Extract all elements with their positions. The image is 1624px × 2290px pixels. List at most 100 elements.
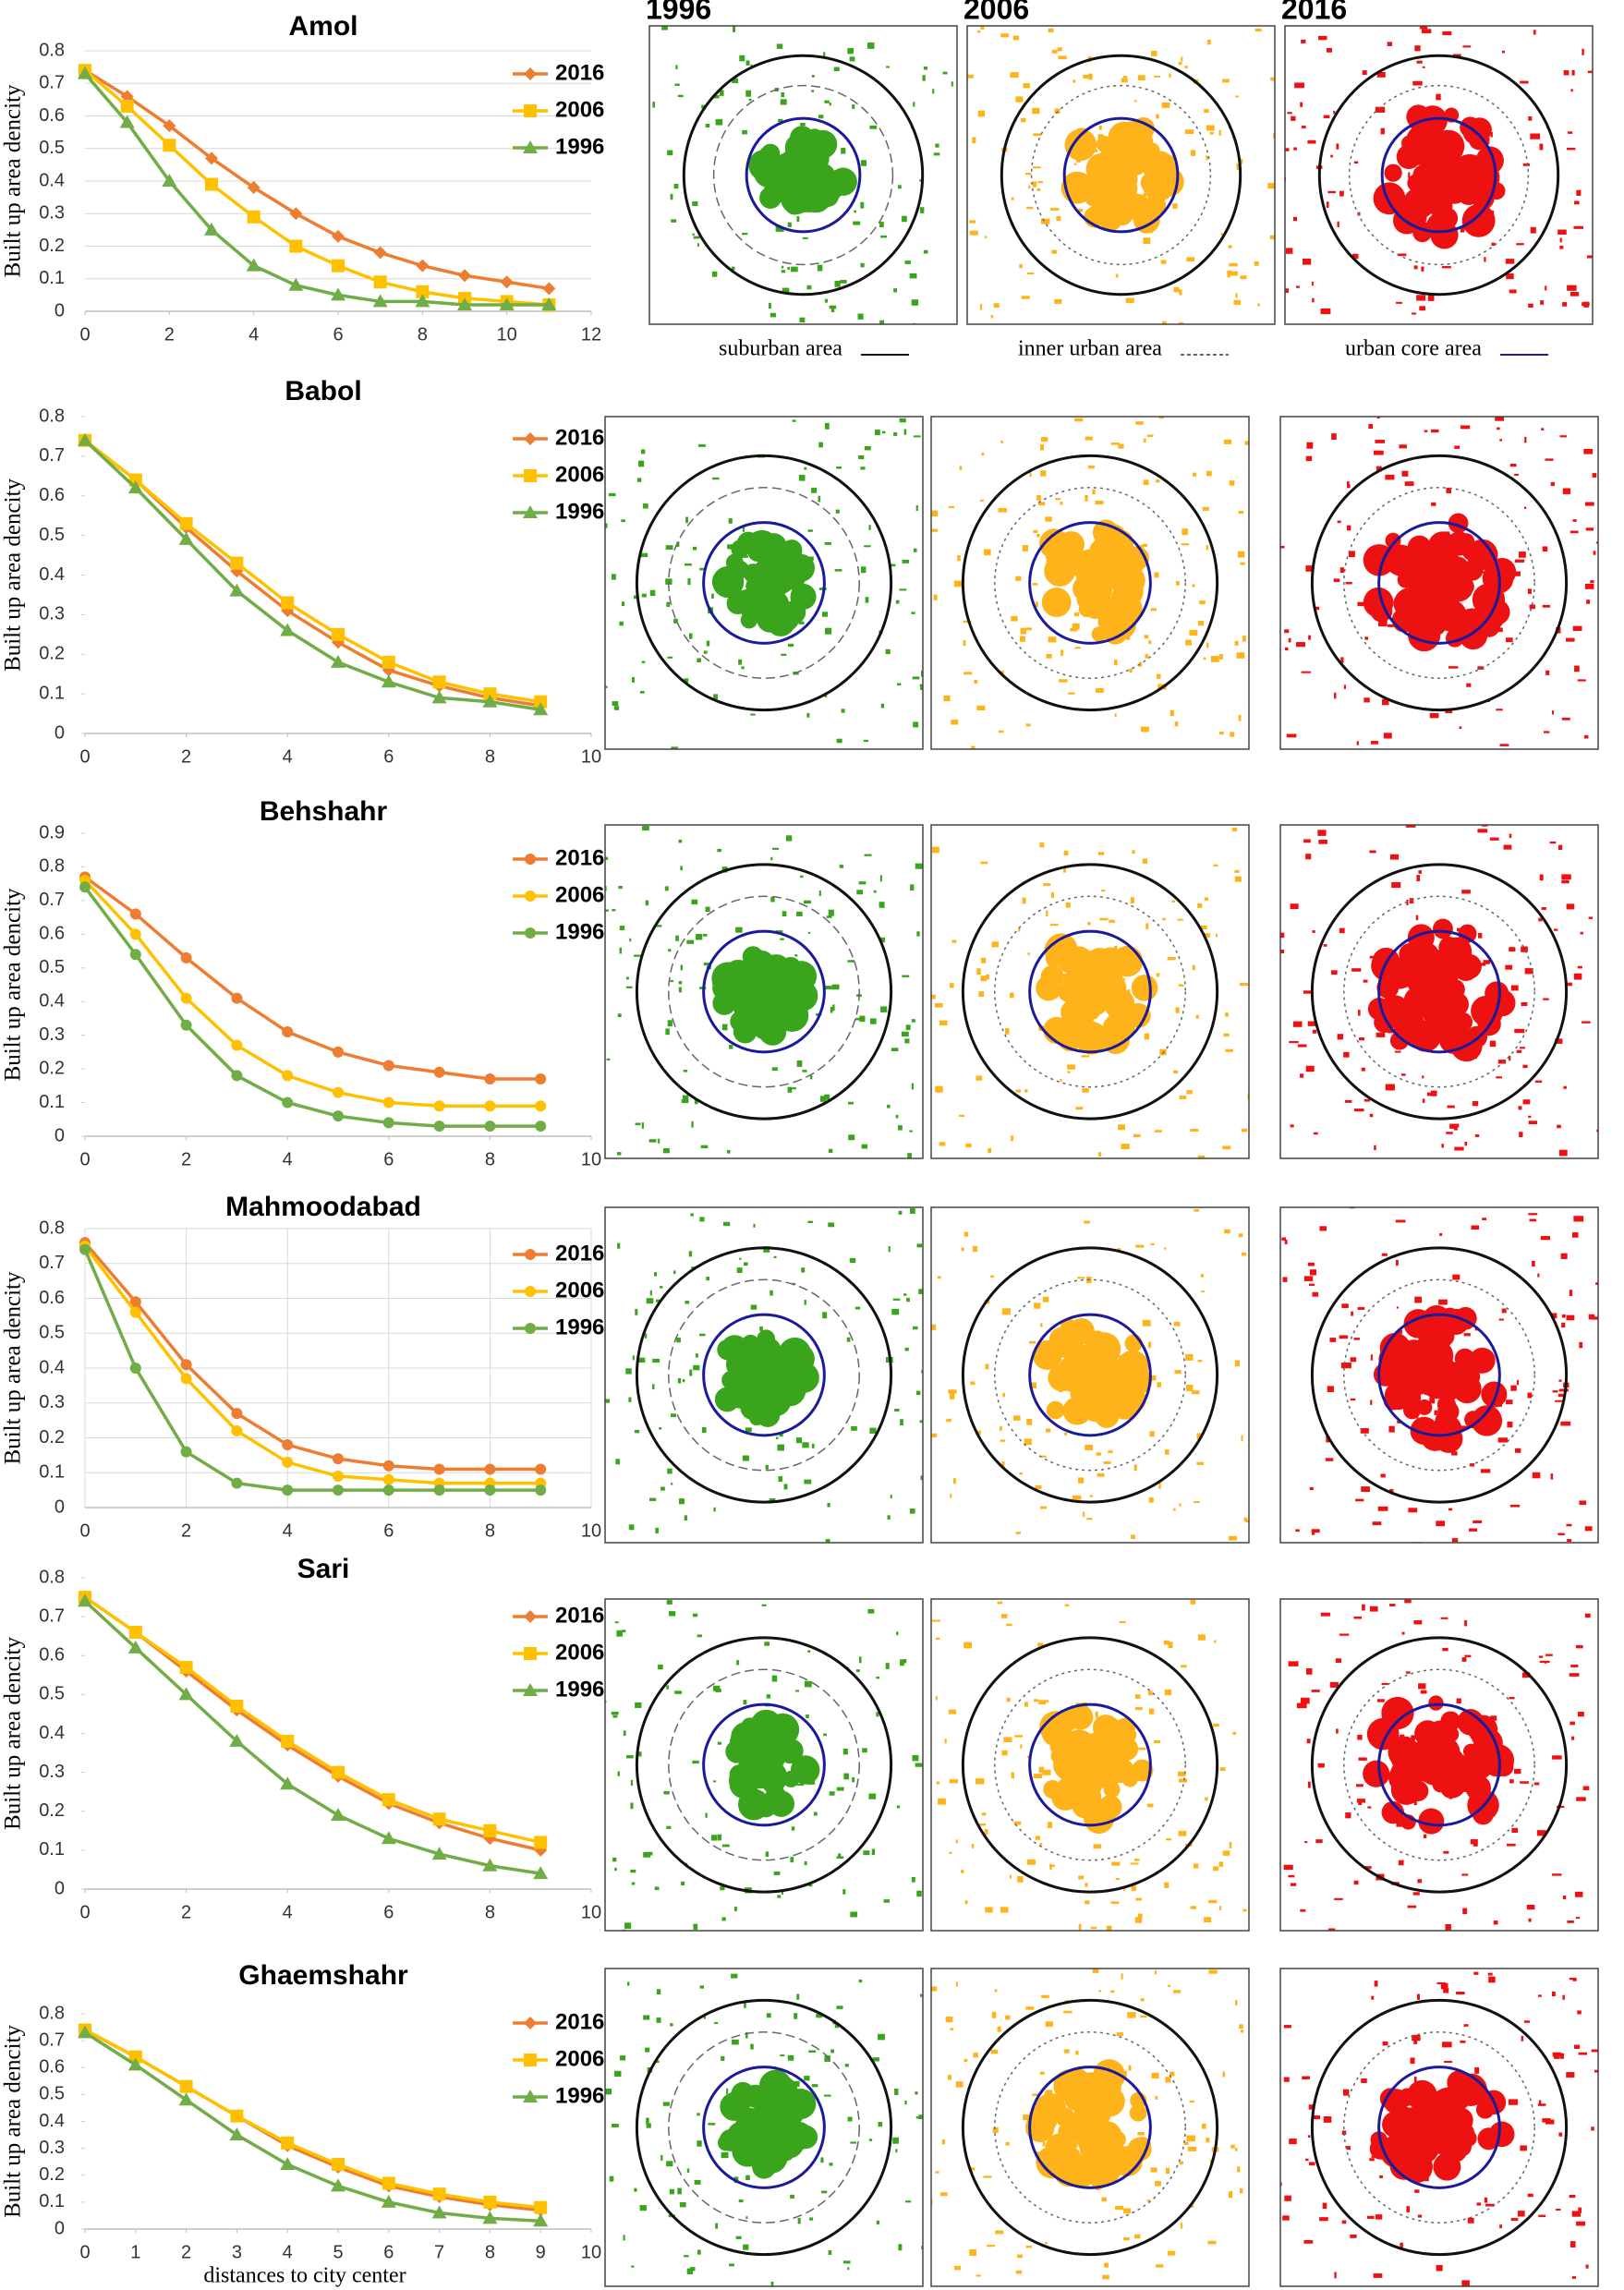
map-pixel (643, 2015, 649, 2019)
map-pixel (1528, 116, 1532, 121)
map-pixel (1251, 918, 1259, 923)
map-pixel (1593, 473, 1597, 478)
map-pixel (1276, 500, 1279, 503)
map-content (549, 1566, 979, 1991)
x-tick-label: 7 (434, 2242, 444, 2262)
map-pixel (1417, 1938, 1421, 1942)
y-tick-label: 0 (55, 2218, 65, 2238)
series-line (85, 441, 540, 702)
map-pixel (943, 696, 950, 701)
map-pixel (1606, 1637, 1611, 1641)
map-pixel (1582, 1021, 1591, 1023)
map-pixel (1065, 1605, 1069, 1607)
map-pixel (729, 518, 733, 524)
y-axis-title: Built up area dencity (1, 2025, 26, 2218)
map-pixel (1482, 822, 1488, 827)
map-core (740, 1364, 770, 1394)
map-pixel (674, 84, 679, 86)
map-pixel (910, 1208, 915, 1214)
marker (374, 247, 387, 260)
map-core (1116, 178, 1133, 196)
map-pixel (845, 2064, 849, 2066)
map-pixel (999, 731, 1004, 733)
marker (525, 1323, 536, 1334)
map-pixel (1083, 1512, 1085, 1518)
map-content (876, 1549, 1318, 1986)
map-pixel (980, 304, 982, 310)
map-pixel (681, 1882, 685, 1885)
map-pixel (1010, 992, 1014, 998)
marker (79, 881, 91, 892)
map-pixel (643, 503, 648, 508)
map-pixel (906, 1024, 911, 1030)
map-pixel (946, 1419, 951, 1422)
map-pixel (1542, 2118, 1550, 2123)
map-pixel (818, 442, 823, 448)
map-pixel (771, 2282, 774, 2288)
map-pixel (1594, 551, 1596, 554)
map-pixel (1484, 257, 1485, 261)
y-tick-label: 0.3 (39, 604, 65, 624)
map-pixel (1263, 681, 1269, 685)
map-pixel (1304, 1841, 1307, 1843)
map-pixel (1572, 2276, 1576, 2279)
map-pixel (1562, 1995, 1564, 2000)
map-pixel (1028, 952, 1030, 955)
x-tick-label: 4 (248, 324, 259, 345)
map-pixel (938, 1799, 946, 1805)
map-pixel (1529, 1919, 1532, 1922)
x-tick-label: 8 (418, 324, 428, 345)
legend-label: 1996 (555, 499, 604, 524)
map-pixel (1266, 2062, 1276, 2066)
map-pixel (1523, 1099, 1531, 1104)
map-pixel (1285, 648, 1289, 650)
map-pixel (1358, 1307, 1365, 1310)
map-pixel (891, 1048, 899, 1051)
series-line (85, 70, 549, 305)
marker (434, 1484, 445, 1496)
map-pixel (1585, 1614, 1591, 1618)
map-pixel (755, 801, 759, 807)
map-pixel (1284, 2025, 1291, 2028)
marker (333, 1484, 344, 1496)
map-pixel (1036, 534, 1039, 538)
map-pixel (1370, 1399, 1372, 1404)
map-pixel (1165, 1690, 1171, 1695)
map-pixel (1464, 1545, 1466, 1550)
map-pixel (1093, 1969, 1098, 1973)
map-pixel (665, 886, 669, 891)
map-pixel (916, 1391, 920, 1395)
map-pixel (632, 677, 635, 683)
map-pixel (963, 640, 966, 646)
map-pixel (1417, 1994, 1420, 2000)
marker (282, 1070, 293, 1081)
map-pixel (1461, 890, 1471, 893)
map-pixel (860, 202, 864, 209)
map-pixel (924, 250, 928, 254)
map-pixel (1318, 1763, 1325, 1768)
map-pixel (1036, 495, 1041, 501)
map-pixel (1390, 854, 1399, 860)
map-pixel (767, 2013, 771, 2017)
map-pixel (667, 657, 673, 659)
map-pixel (1550, 1947, 1555, 1952)
map-pixel (886, 66, 890, 67)
map-pixel (1482, 1218, 1486, 1220)
map-pixel (1359, 1037, 1364, 1040)
map-pixel (1078, 1875, 1084, 1879)
map-pixel (1466, 684, 1471, 687)
x-tick-label: 2 (181, 1902, 191, 1922)
map-pixel (1241, 1435, 1242, 1441)
map-pixel (994, 303, 1000, 308)
map-pixel (1170, 404, 1172, 408)
map-pixel (695, 1949, 697, 1954)
map-pixel (1035, 1161, 1041, 1167)
map-pixel (617, 1243, 620, 1249)
map-pixel (1257, 1817, 1260, 1822)
map-pixel (1059, 679, 1067, 682)
map-pixel (1118, 379, 1126, 384)
map-pixel (1566, 638, 1575, 642)
map-pixel (779, 1476, 782, 1482)
map-pixel (558, 1746, 563, 1751)
map-pixel (715, 2223, 718, 2229)
